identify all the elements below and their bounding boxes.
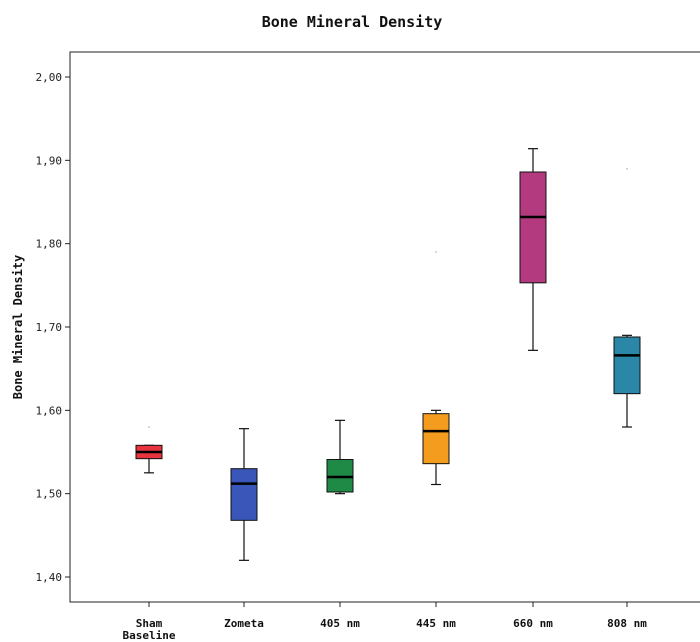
y-tick-label: 1,40 xyxy=(36,571,63,584)
box-3 xyxy=(326,419,354,495)
plot-frame xyxy=(69,51,700,603)
iqr-box xyxy=(230,468,258,521)
x-tick-label: Sham xyxy=(136,617,163,630)
y-tick-label: 1,60 xyxy=(36,404,63,417)
x-tick-label: 445 nm xyxy=(416,617,456,630)
box-5 xyxy=(519,148,547,351)
iqr-box xyxy=(422,413,450,465)
outlier-point xyxy=(435,251,437,253)
box-6 xyxy=(613,167,641,428)
y-tick-label: 1,90 xyxy=(36,154,63,167)
y-axis-label: Bone Mineral Density xyxy=(11,255,25,400)
box-4 xyxy=(422,251,450,486)
boxes xyxy=(135,148,641,561)
y-tick-label: 1,50 xyxy=(36,488,63,501)
box-2 xyxy=(230,428,258,561)
y-tick-label: 1,70 xyxy=(36,321,63,334)
x-tick-label: 405 nm xyxy=(320,617,360,630)
iqr-box xyxy=(613,336,641,395)
outlier-point xyxy=(148,426,150,428)
chart-title: Bone Mineral Density xyxy=(262,13,443,31)
x-tick-label: Zometa xyxy=(224,617,264,630)
x-tick-label-line2: Baseline xyxy=(123,629,176,642)
box-1 xyxy=(135,426,163,474)
x-tick-label: 808 nm xyxy=(607,617,647,630)
y-axis-ticks: 1,40 1,50 1,60 1,70 1,80 1,90 2,00 xyxy=(36,71,70,584)
y-tick-label: 1,80 xyxy=(36,238,63,251)
outlier-point xyxy=(626,167,628,170)
x-tick-label: 660 nm xyxy=(513,617,553,630)
y-tick-label: 2,00 xyxy=(36,71,63,84)
iqr-box xyxy=(519,171,547,284)
